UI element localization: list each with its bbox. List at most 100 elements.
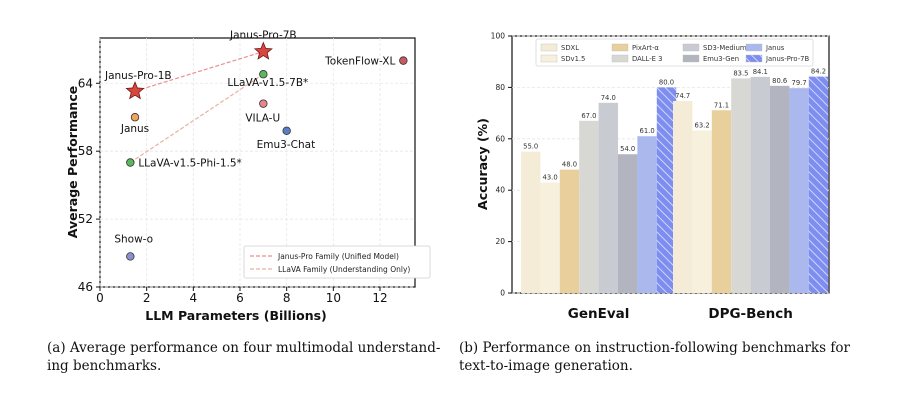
- bar-geneval-janus: [637, 136, 657, 293]
- value-label-dpg-bench-dall-e-3: 83.5: [733, 69, 748, 77]
- legend-swatch-janus: [745, 43, 763, 52]
- value-label-geneval-sdxl: 55.0: [523, 143, 538, 151]
- point-emu3-chat: [282, 126, 291, 136]
- label-janus-pro-1b: Janus-Pro-1B: [104, 70, 172, 82]
- legend-label-janus: Janus: [765, 44, 785, 52]
- caption-b: (b) Performance on instruction-following…: [459, 340, 850, 374]
- point-janus: [130, 113, 140, 122]
- y-tick-label: 80: [495, 83, 505, 92]
- legend-swatch-pixart: [611, 43, 629, 52]
- legend-swatch-janus-pro-7b: [745, 54, 763, 63]
- point-show-o: [126, 252, 135, 261]
- value-label-dpg-bench-janus-pro-7b: 84.2: [811, 68, 826, 76]
- legend-label-sdv1-5: SDv1.5: [561, 55, 585, 63]
- label-janus-pro-7b: Janus-Pro-7B: [229, 30, 297, 42]
- bar-category-labels: GenEval DPG-Bench: [568, 306, 793, 322]
- value-label-dpg-bench-emu3-gen: 80.6: [772, 77, 787, 85]
- bar-dpg-bench-janus-pro-7b: [808, 76, 829, 293]
- label-emu3-chat: Emu3-Chat: [257, 139, 316, 151]
- bar-geneval-emu3-gen: [618, 154, 638, 293]
- point-vila-u: [259, 99, 268, 108]
- y-tick-label: 40: [495, 186, 505, 195]
- value-label-dpg-bench-sd3-medium: 84.1: [753, 68, 768, 76]
- value-label-dpg-bench-pixart: 71.1: [714, 101, 729, 109]
- point-llava-v1-5-7b: [259, 70, 268, 79]
- bar-dpg-bench-janus: [789, 88, 809, 293]
- y-tick-label: 64: [78, 76, 93, 90]
- caption-a: (a) Average performance on four multimod…: [47, 340, 441, 374]
- category-label-geneval: GenEval: [568, 306, 630, 322]
- point-tokenflow-xl: [399, 56, 408, 65]
- scatter-point-labels: Janus-Pro-1B Janus-Pro-7B Janus LLaVA-v1.5-…: [104, 30, 395, 246]
- y-tick-label: 0: [500, 289, 505, 298]
- legend-label-sd3-medium: SD3-Medium: [703, 44, 747, 52]
- legend-label-llava-family: LLaVA Family (Understanding Only): [278, 265, 410, 274]
- bar-legend-box: [535, 38, 814, 67]
- bar-geneval-sdv1-5: [540, 182, 560, 293]
- legend-label-janus-pro-family: Janus-Pro Family (Unified Model): [277, 252, 399, 261]
- legend-label-emu3-gen: Emu3-Gen: [703, 55, 739, 63]
- y-tick-label: 60: [495, 134, 505, 143]
- legend-label-janus-pro-7b: Janus-Pro-7B: [765, 55, 809, 63]
- scatter-y-axis-label: Average Performance: [65, 86, 80, 238]
- x-tick-label: 8: [283, 291, 291, 305]
- legend-label-pixart: PixArt-α: [632, 44, 659, 52]
- point-janus-pro-1b: [125, 81, 145, 100]
- scatter-legend-box: [243, 245, 431, 279]
- value-label-dpg-bench-janus: 79.7: [792, 79, 807, 87]
- legend-label-dall-e-3: DALL-E 3: [632, 55, 662, 63]
- scatter-family-lines: [130, 51, 264, 163]
- trend-line-llava-family-understanding-only: [130, 73, 264, 163]
- legend-swatch-dall-e-3: [611, 54, 629, 63]
- x-tick-label: 0: [96, 291, 104, 305]
- x-tick-label: 2: [143, 291, 151, 305]
- value-label-geneval-dall-e-3: 67.0: [581, 112, 596, 120]
- category-label-dpg-bench: DPG-Bench: [708, 306, 792, 322]
- bar-geneval-dall-e-3: [579, 120, 599, 293]
- x-tick-label: 4: [190, 291, 198, 305]
- bar-y-ticks: 0 20 40 60 80 100: [491, 32, 512, 298]
- y-tick-label: 58: [78, 144, 93, 158]
- point-llava-v1-5-phi-1-5: [126, 158, 135, 167]
- panel-b-bar-chart: 55.0 43.0 48.0 67.0 74.0 54.0 61.0 80.074.7 63.2…: [475, 32, 830, 322]
- label-vila-u: VILA-U: [245, 113, 280, 125]
- scatter-x-ticks: 0 2 4 6 8 10 12: [96, 287, 388, 305]
- label-show-o: Show-o: [114, 233, 153, 245]
- legend-label-sdxl: SDXL: [561, 44, 579, 52]
- y-tick-label: 20: [495, 237, 505, 246]
- panel-a-scatter-chart: Janus-Pro-1B Janus-Pro-7B Janus LLaVA-v1.5-…: [65, 30, 431, 323]
- x-tick-label: 12: [372, 291, 387, 305]
- legend-swatch-sdv1-5: [540, 54, 558, 63]
- value-label-geneval-janus-pro-7b: 80.0: [659, 78, 674, 86]
- y-tick-label: 100: [491, 32, 506, 41]
- bar-geneval-pixart: [559, 169, 580, 293]
- y-tick-label: 52: [78, 212, 93, 226]
- legend-swatch-sdxl: [540, 43, 558, 52]
- bar-dpg-bench-sd3-medium: [750, 76, 770, 293]
- scatter-plot-frame: [99, 37, 416, 288]
- y-tick-label: 46: [78, 280, 93, 294]
- scatter-gridlines: [99, 38, 415, 288]
- value-label-dpg-bench-sdxl: 74.7: [675, 92, 690, 100]
- scatter-x-axis-label: LLM Parameters (Billions): [145, 308, 327, 323]
- label-janus: Janus: [120, 123, 149, 135]
- bar-geneval-sdxl: [521, 151, 541, 293]
- bar-dpg-bench-dall-e-3: [731, 78, 751, 293]
- value-label-geneval-emu3-gen: 54.0: [620, 145, 635, 153]
- bar-geneval-sd3-medium: [598, 102, 618, 293]
- label-tokenflow-xl: TokenFlow-XL: [324, 56, 395, 68]
- bar-geneval-janus-pro-7b: [656, 87, 677, 294]
- bar-y-axis-label: Accuracy (%): [475, 118, 490, 210]
- bar-value-labels: 55.0 43.0 48.0 67.0 74.0 54.0 61.0 80.074.7 63.2…: [523, 68, 826, 182]
- value-label-geneval-sd3-medium: 74.0: [601, 94, 616, 102]
- bar-legend: SDXL SDv1.5 PixArt-α DALL-E 3 SD3-Medium Emu3…: [535, 38, 814, 67]
- label-llava-v1-5-7b: LLaVA-v1.5-7B*: [227, 77, 308, 89]
- value-label-geneval-sdv1-5: 43.0: [543, 173, 558, 181]
- bar-dpg-bench-pixart: [711, 110, 732, 294]
- bar-dpg-bench-sdxl: [673, 101, 693, 294]
- point-janus-pro-7b: [253, 41, 273, 60]
- bar-dpg-bench-sdv1-5: [692, 130, 712, 293]
- value-label-dpg-bench-sdv1-5: 63.2: [695, 122, 710, 130]
- bar-dpg-bench-emu3-gen: [770, 85, 790, 293]
- value-label-geneval-pixart: 48.0: [562, 161, 577, 169]
